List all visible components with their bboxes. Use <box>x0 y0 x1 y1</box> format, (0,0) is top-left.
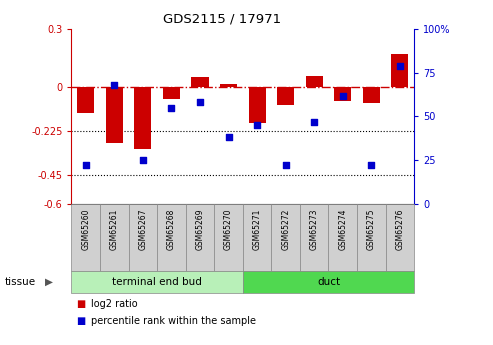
Text: GSM65268: GSM65268 <box>167 209 176 250</box>
Text: tissue: tissue <box>5 277 36 287</box>
Point <box>110 82 118 88</box>
Text: GSM65272: GSM65272 <box>281 209 290 250</box>
Text: GSM65276: GSM65276 <box>395 209 404 250</box>
Bar <box>300 204 328 271</box>
Text: GSM65269: GSM65269 <box>195 209 205 250</box>
Bar <box>186 204 214 271</box>
Point <box>139 157 147 163</box>
Text: GSM65267: GSM65267 <box>139 209 147 250</box>
Bar <box>328 204 357 271</box>
Text: duct: duct <box>317 277 340 287</box>
Text: GSM65260: GSM65260 <box>81 209 90 250</box>
Bar <box>243 271 414 293</box>
Point <box>367 162 375 168</box>
Point <box>396 63 404 69</box>
Bar <box>386 204 414 271</box>
Text: GDS2115 / 17971: GDS2115 / 17971 <box>163 12 281 25</box>
Text: log2 ratio: log2 ratio <box>91 299 138 308</box>
Bar <box>357 204 386 271</box>
Bar <box>243 204 271 271</box>
Bar <box>163 87 180 99</box>
Bar <box>71 204 100 271</box>
Bar <box>214 204 243 271</box>
Text: terminal end bud: terminal end bud <box>112 277 202 287</box>
Point <box>196 100 204 105</box>
Text: percentile rank within the sample: percentile rank within the sample <box>91 316 256 326</box>
Point <box>310 119 318 125</box>
Bar <box>334 87 352 101</box>
Text: GSM65273: GSM65273 <box>310 209 318 250</box>
Bar <box>100 204 129 271</box>
Bar <box>363 87 380 103</box>
Bar <box>191 77 209 87</box>
Text: GSM65270: GSM65270 <box>224 209 233 250</box>
Text: GSM65274: GSM65274 <box>338 209 347 250</box>
Bar <box>129 204 157 271</box>
Point <box>82 162 90 168</box>
Bar <box>157 204 186 271</box>
Text: ■: ■ <box>76 316 86 326</box>
Bar <box>271 204 300 271</box>
Bar <box>134 87 151 149</box>
Bar <box>277 87 294 105</box>
Text: ■: ■ <box>76 299 86 308</box>
Bar <box>248 87 266 123</box>
Text: GSM65271: GSM65271 <box>252 209 262 250</box>
Point <box>282 162 289 168</box>
Point <box>253 122 261 128</box>
Text: GSM65275: GSM65275 <box>367 209 376 250</box>
Text: ▶: ▶ <box>45 277 53 287</box>
Bar <box>77 87 94 112</box>
Bar <box>106 87 123 142</box>
Point <box>225 135 233 140</box>
Point <box>168 105 176 110</box>
Text: GSM65261: GSM65261 <box>110 209 119 250</box>
Bar <box>220 83 237 87</box>
Bar <box>391 53 408 87</box>
Bar <box>306 76 323 87</box>
Point <box>339 93 347 98</box>
Bar <box>71 271 243 293</box>
